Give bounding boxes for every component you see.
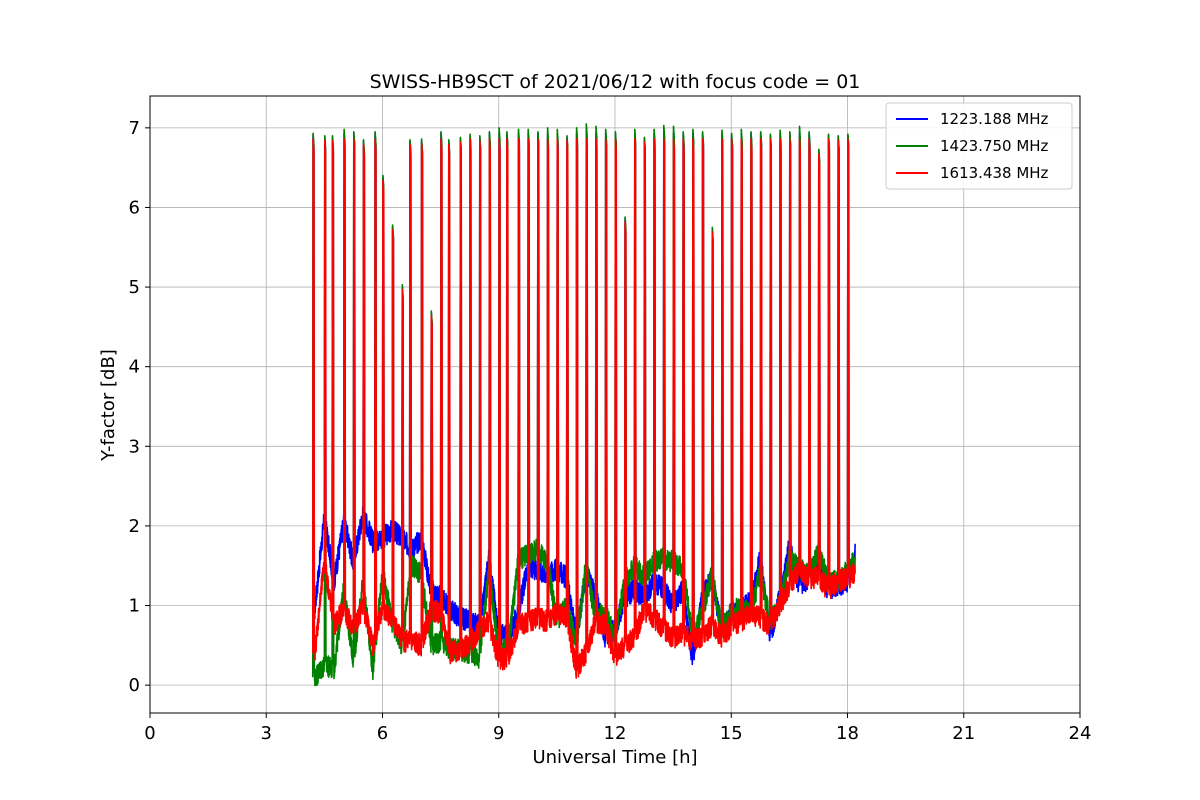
y-tick-label: 4 <box>129 357 140 378</box>
y-tick-label: 3 <box>129 436 140 457</box>
x-tick-label: 0 <box>144 723 155 744</box>
series-line-3 <box>312 138 856 679</box>
y-axis-label: Y-factor [dB] <box>98 349 119 462</box>
x-tick-label: 24 <box>1069 723 1092 744</box>
x-tick-label: 6 <box>377 723 388 744</box>
y-tick-label: 0 <box>129 675 140 696</box>
y-tick-label: 7 <box>129 118 140 139</box>
y-tick-label: 2 <box>129 516 140 537</box>
y-axis-ticks: 0 1 2 3 4 5 6 7 <box>129 118 150 696</box>
legend-entry: 1423.750 MHz <box>940 137 1049 155</box>
x-tick-label: 12 <box>604 723 627 744</box>
legend-box <box>885 102 1073 190</box>
legend: 1223.188 MHz 1423.750 MHz 1613.438 MHz <box>885 102 1073 190</box>
y-tick-label: 6 <box>129 197 140 218</box>
x-tick-label: 3 <box>261 723 272 744</box>
y-tick-label: 5 <box>129 277 140 298</box>
x-tick-label: 9 <box>493 723 504 744</box>
x-tick-label: 21 <box>952 723 975 744</box>
x-axis-label: Universal Time [h] <box>532 747 697 768</box>
legend-entry: 1223.188 MHz <box>940 110 1049 128</box>
x-tick-label: 15 <box>720 723 743 744</box>
plot-lines <box>312 123 856 687</box>
chart-title: SWISS-HB9SCT of 2021/06/12 with focus co… <box>370 71 861 93</box>
legend-entry: 1613.438 MHz <box>940 164 1049 182</box>
x-axis-ticks: 0 3 6 9 12 15 18 21 24 <box>144 713 1091 744</box>
x-tick-label: 18 <box>836 723 859 744</box>
y-tick-label: 1 <box>129 596 140 617</box>
